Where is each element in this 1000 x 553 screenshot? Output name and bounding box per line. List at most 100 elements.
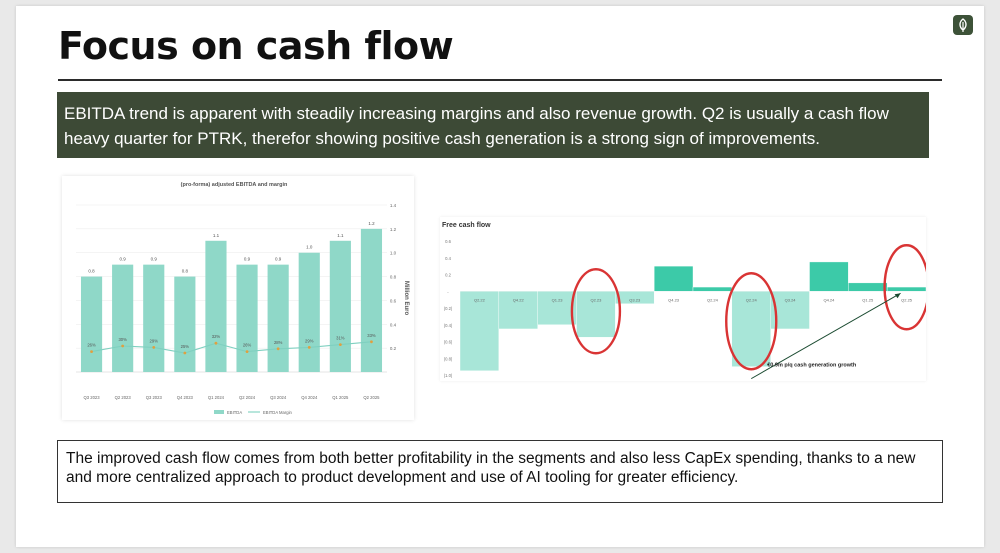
fcf-bar bbox=[615, 291, 655, 305]
ebitda-chart: (pro-forma) adjusted EBITDA and margin M… bbox=[76, 182, 409, 415]
ebitda-bar bbox=[329, 240, 351, 372]
ebitda-x-tick: Q1 2024 bbox=[208, 395, 225, 400]
ebitda-margin-label: 26% bbox=[243, 343, 252, 348]
ebitda-y-axis-label: Million Euro bbox=[403, 281, 409, 316]
ebitda-margin-label: 26% bbox=[87, 343, 96, 348]
ebitda-bar bbox=[80, 276, 103, 372]
highlight-ring bbox=[725, 272, 778, 371]
fcf-x-tick: Q2.24 bbox=[707, 297, 719, 302]
ebitda-bar-label: 0.9 bbox=[244, 257, 251, 262]
ebitda-margin-line bbox=[91, 341, 372, 354]
ebitda-bar-label: 1.0 bbox=[306, 245, 313, 250]
fcf-x-tick: Q1.25 bbox=[862, 297, 874, 302]
fcf-bar bbox=[653, 265, 694, 292]
ebitda-margin-point bbox=[183, 351, 187, 355]
fcf-x-tick: Q3.23 bbox=[629, 297, 641, 302]
ebitda-x-tick: Q4 2023 bbox=[177, 395, 194, 400]
ebitda-margin-label: 28% bbox=[274, 340, 283, 345]
ebitda-x-tick: Q3 2023 bbox=[84, 395, 101, 400]
ebitda-x-tick: Q3 2023 bbox=[146, 395, 163, 400]
ebitda-margin-label: 30% bbox=[118, 337, 127, 342]
highlight-ring bbox=[570, 268, 622, 355]
ebitda-chart-card: (pro-forma) adjusted EBITDA and margin M… bbox=[62, 176, 414, 420]
ebitda-bar bbox=[267, 264, 289, 372]
fcf-y-tick: 0.2 bbox=[445, 273, 451, 278]
ebitda-bar-label: 1.1 bbox=[213, 233, 220, 238]
ebitda-bar bbox=[360, 228, 383, 372]
fcf-y-tick: - bbox=[447, 289, 449, 294]
ebitda-bar-label: 1.2 bbox=[368, 221, 375, 226]
fcf-bar bbox=[576, 291, 616, 338]
ebitda-margin-point bbox=[121, 344, 125, 348]
ebitda-x-tick: Q2 2025 bbox=[363, 395, 380, 400]
ebitda-y-tick: 0.4 bbox=[390, 322, 397, 327]
ebitda-bar bbox=[298, 252, 320, 372]
ebitda-margin-label: 33% bbox=[367, 333, 376, 338]
fcf-x-tick: Q3.24 bbox=[785, 297, 797, 302]
ebitda-margin-point bbox=[214, 341, 218, 345]
fcf-x-tick: Q2.22 bbox=[474, 297, 486, 302]
summary-callout: EBITDA trend is apparent with steadily i… bbox=[57, 92, 929, 158]
ebitda-bar-label: 0.8 bbox=[88, 269, 95, 274]
ebitda-margin-label: 32% bbox=[212, 334, 221, 339]
ebitda-margin-point bbox=[245, 350, 249, 353]
fcf-y-tick: 0.4 bbox=[445, 256, 451, 261]
ebitda-margin-label: 31% bbox=[336, 336, 345, 341]
fcf-x-tick: Q4.22 bbox=[513, 297, 525, 302]
growth-arrow bbox=[751, 292, 901, 380]
ebitda-bar-label: 1.1 bbox=[337, 233, 344, 238]
ebitda-chart-title: (pro-forma) adjusted EBITDA and margin bbox=[181, 182, 288, 188]
fcf-bar bbox=[809, 261, 849, 292]
ebitda-bar bbox=[174, 276, 196, 372]
fcf-bar bbox=[459, 291, 500, 372]
fcf-y-tick: (0.8) bbox=[444, 356, 453, 361]
fcf-y-tick: 0.6 bbox=[445, 239, 451, 244]
ebitda-x-tick: Q1 2025 bbox=[332, 395, 349, 400]
fcf-bar bbox=[692, 286, 733, 292]
ebitda-x-tick: Q2 2023 bbox=[115, 395, 132, 400]
fcf-x-tick: Q2.23 bbox=[590, 297, 602, 302]
fcf-x-tick: Q2.25 bbox=[901, 297, 913, 302]
fcf-x-tick: Q4.23 bbox=[668, 297, 680, 302]
ebitda-y-tick: 0.2 bbox=[390, 346, 397, 351]
ebitda-margin-point bbox=[152, 346, 156, 349]
fcf-x-tick: Q2.24 bbox=[746, 297, 758, 302]
ebitda-margin-point bbox=[90, 350, 93, 353]
fcf-chart-card: Free cash flow 0.6 0.4 0.2 - (0.2) (0.4) (0.6)… bbox=[440, 217, 930, 381]
ebitda-y-tick: 0.6 bbox=[390, 298, 397, 303]
ebitda-y-tick: 0.8 bbox=[390, 275, 397, 280]
ebitda-y-tick: 1.4 bbox=[390, 203, 397, 208]
ebitda-x-tick: Q2 2024 bbox=[239, 395, 256, 400]
ebitda-x-tick: Q4 2024 bbox=[301, 395, 318, 400]
footer-textbox: The improved cash flow comes from both b… bbox=[57, 440, 943, 503]
fcf-bar bbox=[770, 291, 810, 330]
ebitda-margin-point bbox=[370, 340, 373, 344]
fcf-y-tick: (0.6) bbox=[444, 340, 453, 345]
legend-ebitda-label: EBITDA bbox=[227, 410, 242, 415]
growth-arrowhead bbox=[894, 293, 901, 299]
ebitda-bar-label: 0.9 bbox=[275, 257, 282, 262]
ebitda-bar bbox=[143, 264, 165, 372]
fcf-annotation: €0.9m p/q cash generation growth bbox=[767, 363, 857, 369]
title-divider bbox=[58, 79, 942, 81]
ebitda-bar bbox=[112, 264, 134, 372]
legend-ebitda-swatch bbox=[214, 410, 224, 414]
ebitda-margin-point bbox=[307, 346, 311, 349]
fcf-y-tick: (0.4) bbox=[444, 323, 453, 328]
slide: Focus on cash flow EBITDA trend is appar… bbox=[16, 6, 984, 547]
fcf-y-tick: (0.2) bbox=[444, 306, 453, 311]
fcf-chart: Free cash flow 0.6 0.4 0.2 - (0.2) (0.4) (0.6)… bbox=[442, 222, 930, 380]
fcf-bar bbox=[731, 291, 771, 367]
ebitda-margin-label: 25% bbox=[181, 344, 190, 349]
fcf-chart-title: Free cash flow bbox=[442, 222, 491, 229]
fcf-x-tick: Q1.23 bbox=[552, 297, 564, 302]
fcf-x-tick: Q4.24 bbox=[823, 297, 835, 302]
ebitda-bar bbox=[205, 240, 227, 372]
ebitda-margin-point bbox=[338, 343, 342, 346]
leaf-icon bbox=[953, 15, 973, 35]
fcf-bar bbox=[848, 282, 888, 292]
fcf-y-tick: (1.0) bbox=[444, 373, 453, 378]
ebitda-margin-label: 29% bbox=[305, 338, 314, 343]
fcf-bar bbox=[537, 291, 577, 325]
legend-margin-label: EBITDA Margin bbox=[263, 410, 293, 415]
